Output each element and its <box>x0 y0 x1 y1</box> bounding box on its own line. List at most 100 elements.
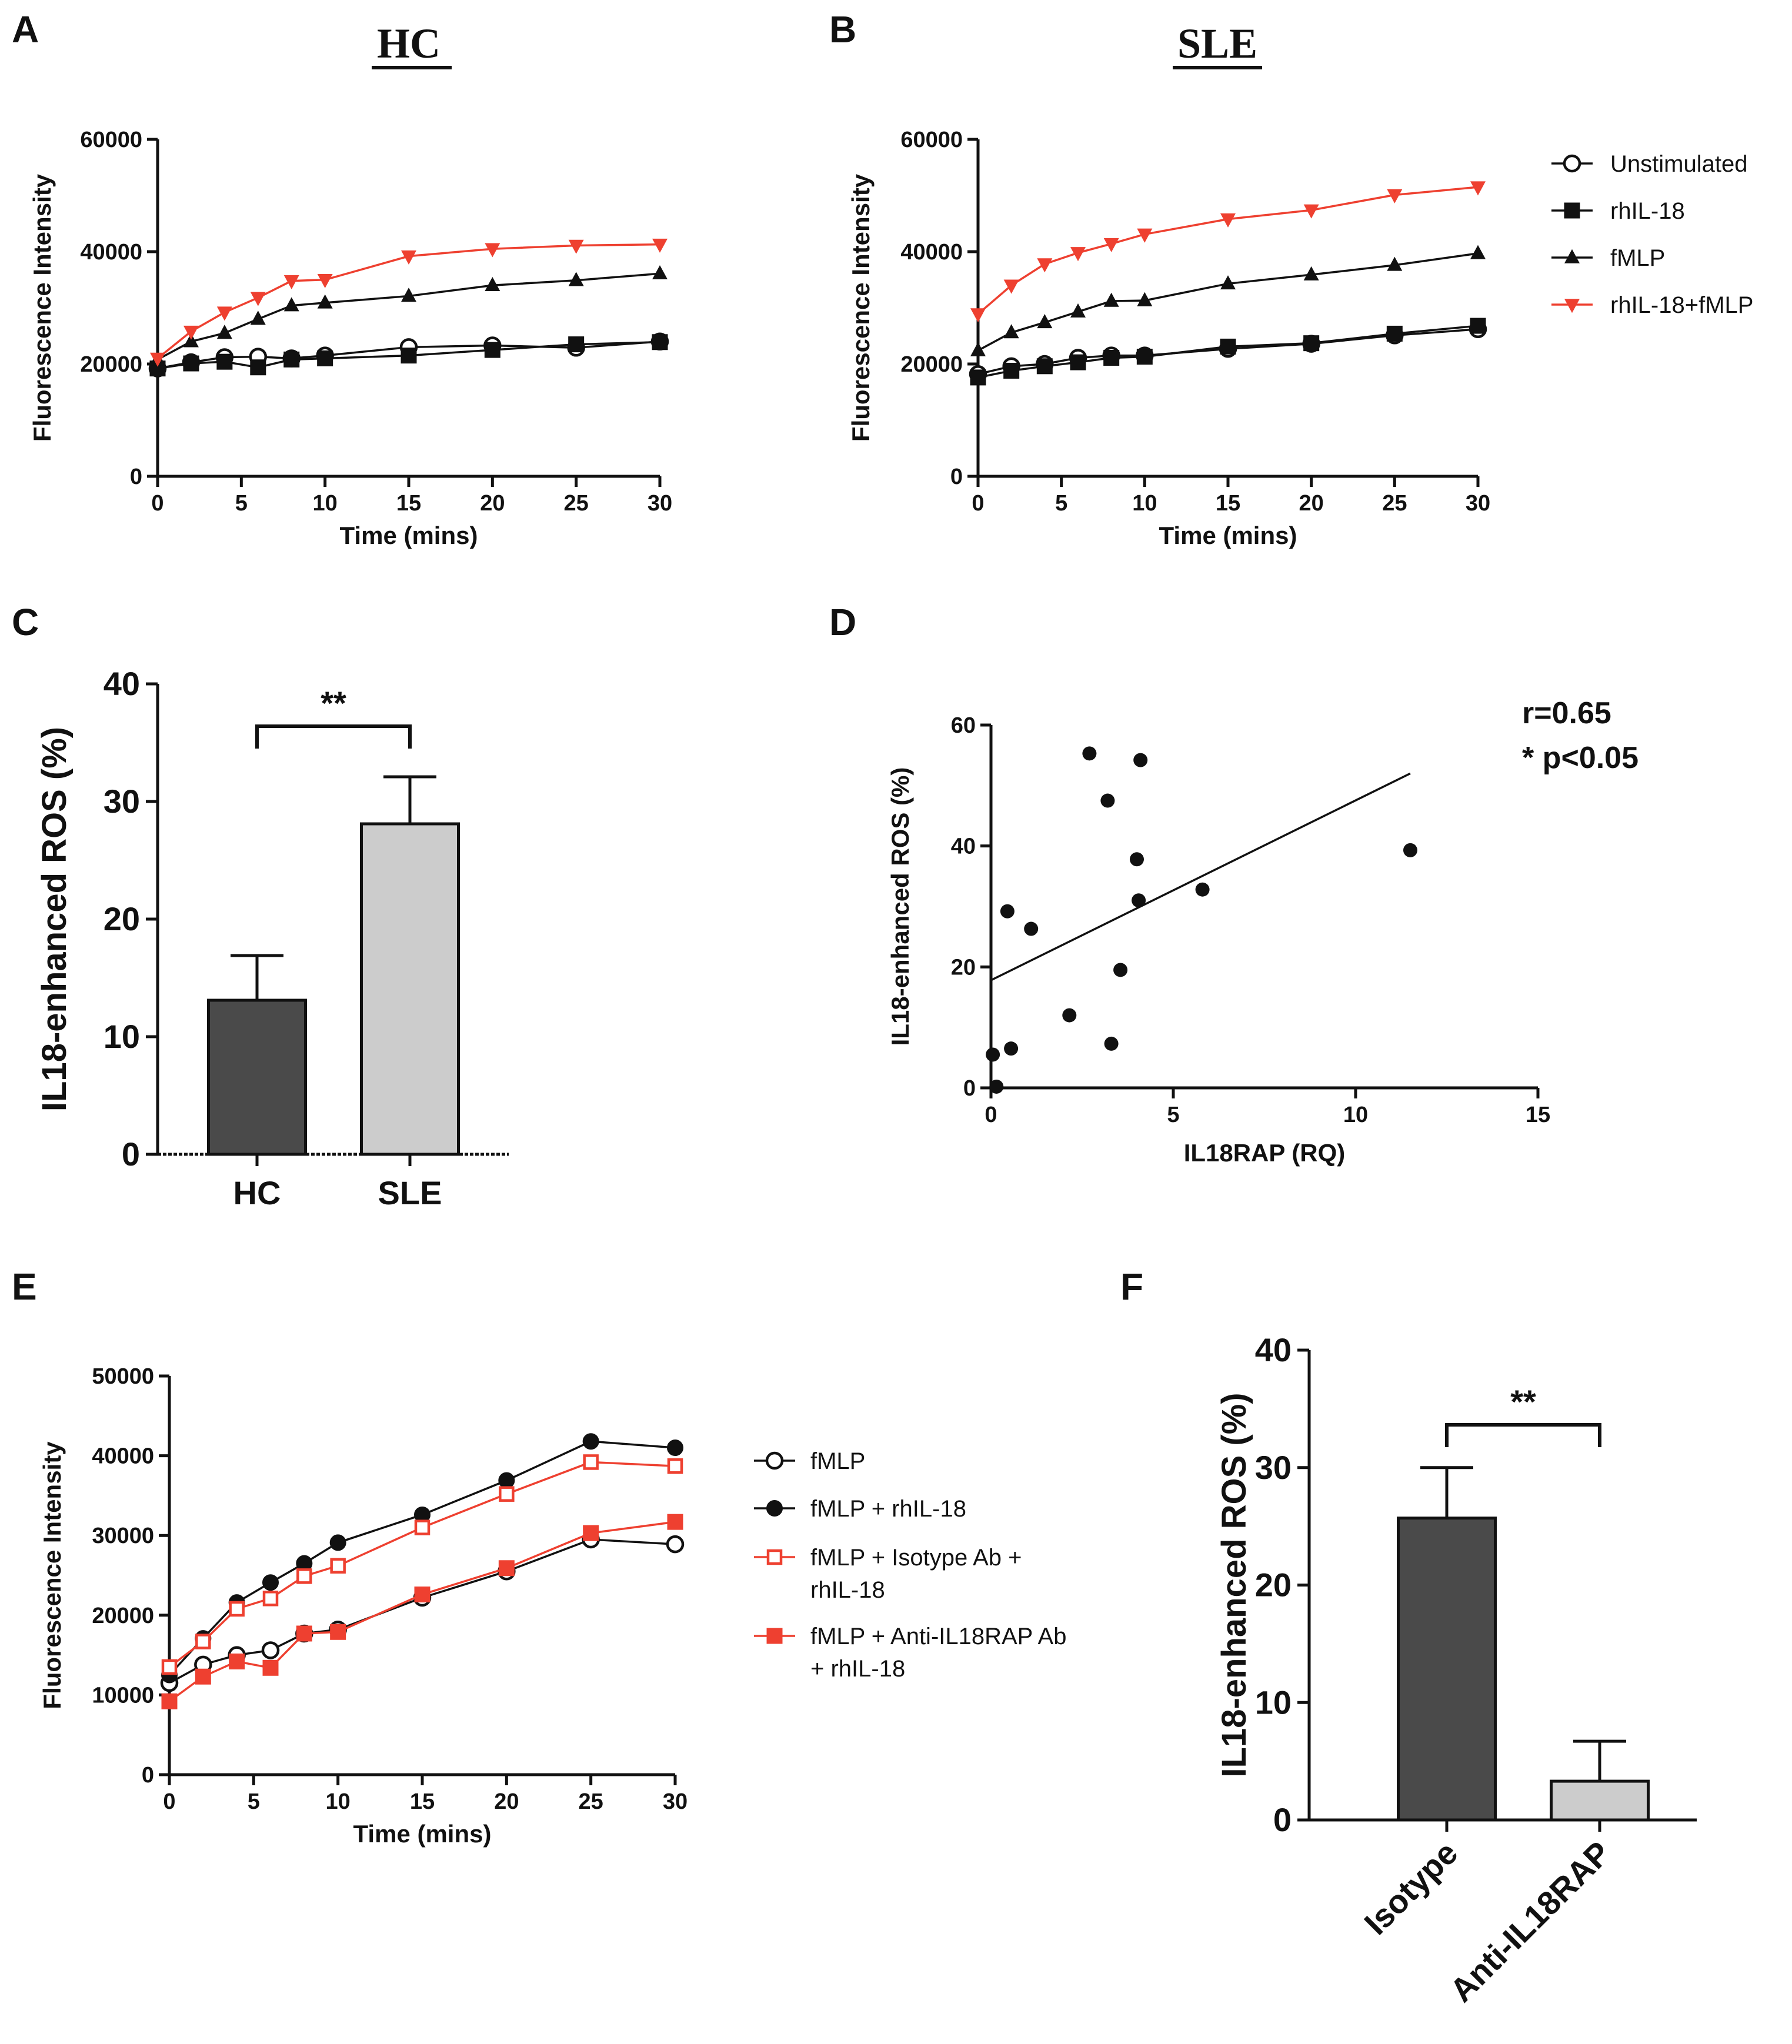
data-point <box>1403 843 1417 857</box>
y-tick-label: 50000 <box>92 1364 154 1389</box>
data-point <box>667 1458 683 1474</box>
y-tick-label: 20 <box>104 900 140 937</box>
x-tick-label: 30 <box>1466 491 1490 516</box>
panel-d-chart: 0 20 40 60 0 5 10 15 IL18RAP (RQ) IL18-enhanced R… <box>886 696 1639 1167</box>
data-point <box>183 333 199 348</box>
data-point <box>414 1587 431 1603</box>
panel-label-a: A <box>12 8 39 51</box>
series-fmlp-anti-il18rap-ab-rhil-18 <box>161 1514 683 1709</box>
data-point <box>1470 245 1486 259</box>
legend-marker <box>1564 202 1580 219</box>
legend-item: rhIL-18 <box>1551 198 1685 224</box>
x-tick-label: 0 <box>163 1789 175 1814</box>
data-point <box>1003 279 1019 294</box>
y-tick-label: 20 <box>1255 1567 1292 1604</box>
panel-b-title: SLE <box>1177 20 1257 67</box>
data-point <box>1470 318 1486 334</box>
data-point <box>485 277 500 292</box>
data-point <box>1137 292 1153 306</box>
series-line <box>157 272 660 360</box>
y-tick-label: 60000 <box>900 128 963 152</box>
data-point <box>1220 213 1236 228</box>
data-point <box>1386 325 1403 342</box>
data-point <box>970 369 986 386</box>
bar-rect <box>360 822 460 1156</box>
data-point <box>1113 963 1128 977</box>
legend-item: Unstimulated <box>1551 151 1747 177</box>
legend-item: fMLP <box>754 1448 865 1474</box>
data-point <box>485 243 500 258</box>
data-point <box>499 1486 515 1502</box>
significance-bracket <box>1445 1423 1601 1447</box>
y-axis-label: IL18-enhanced ROS (%) <box>886 767 914 1046</box>
x-tick-label: 10 <box>326 1789 351 1814</box>
y-tick-label: 60000 <box>80 128 142 152</box>
panel-label-d: D <box>829 601 856 643</box>
data-point <box>1070 354 1086 370</box>
series-line <box>157 341 660 370</box>
data-point <box>667 1514 683 1530</box>
x-category-label: Isotype <box>1357 1834 1464 1942</box>
x-tick-label: 5 <box>248 1789 260 1814</box>
x-tick-label: 5 <box>1167 1103 1179 1127</box>
y-tick-label: 20000 <box>900 352 963 377</box>
data-point <box>250 310 266 325</box>
y-tick-label: 30 <box>104 783 140 820</box>
data-point <box>1000 904 1015 919</box>
data-point <box>330 1558 346 1574</box>
x-category-label: HC <box>233 1174 281 1211</box>
data-point <box>1220 338 1236 355</box>
legend-label: rhIL-18+fMLP <box>1610 292 1753 318</box>
series-line <box>156 243 660 359</box>
data-point <box>583 1454 599 1470</box>
data-point <box>161 1659 178 1675</box>
x-tick-label: 30 <box>663 1789 688 1814</box>
bar-rect <box>207 998 307 1156</box>
data-point <box>195 1668 211 1685</box>
data-point <box>666 1535 685 1554</box>
legend-e: fMLP fMLP + rhIL-18 fMLP + Isotype Ab + rhI… <box>754 1448 1066 1682</box>
p-value-label: * p<0.05 <box>1522 741 1639 775</box>
legend-label: fMLP + Isotype Ab + <box>810 1545 1022 1571</box>
data-point <box>183 355 199 372</box>
x-tick-label: 25 <box>579 1789 603 1814</box>
x-tick-label: 10 <box>313 491 338 516</box>
data-point <box>261 1641 280 1659</box>
data-point <box>652 238 668 253</box>
data-point <box>1303 204 1319 219</box>
series-fmlp <box>150 265 668 366</box>
data-point <box>1037 314 1053 329</box>
legend-item: rhIL-18+fMLP <box>1551 292 1753 318</box>
x-axis-label: Time (mins) <box>353 1820 492 1848</box>
x-tick-label: 10 <box>1132 491 1157 516</box>
data-point <box>667 1440 683 1457</box>
series-fmlp <box>970 245 1486 356</box>
x-tick-label: 15 <box>396 491 421 516</box>
bar-rect <box>1550 1779 1650 1822</box>
x-tick-label: 15 <box>410 1789 435 1814</box>
y-tick-label: 20 <box>951 955 976 980</box>
data-point <box>1104 1036 1119 1051</box>
series-fmlp-rhil-18 <box>161 1433 683 1684</box>
data-point <box>652 265 668 279</box>
series-rhil-18 <box>149 334 668 377</box>
data-point <box>1303 266 1319 280</box>
data-point <box>1024 921 1039 936</box>
data-point <box>401 250 416 265</box>
panel-label-c: C <box>12 601 39 643</box>
legend-label: fMLP + rhIL-18 <box>810 1496 966 1522</box>
y-tick-label: 0 <box>142 1763 154 1788</box>
y-axis-label: IL18-enhanced ROS (%) <box>35 727 74 1111</box>
data-point <box>1130 852 1144 867</box>
x-tick-label: 15 <box>1526 1103 1550 1127</box>
data-point <box>989 1079 1004 1094</box>
data-point <box>216 325 232 339</box>
data-point <box>1220 275 1236 290</box>
series-rhil-18-fmlp <box>970 181 1486 323</box>
data-point <box>296 1568 312 1584</box>
x-tick-label: 25 <box>1382 491 1407 516</box>
data-point <box>498 1472 515 1489</box>
data-point <box>568 239 584 254</box>
y-tick-label: 40 <box>104 665 140 702</box>
